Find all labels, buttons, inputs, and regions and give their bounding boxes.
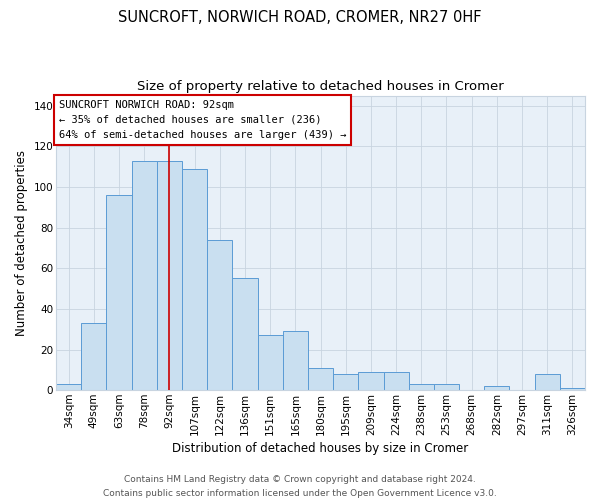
Bar xyxy=(358,372,383,390)
Text: SUNCROFT, NORWICH ROAD, CROMER, NR27 0HF: SUNCROFT, NORWICH ROAD, CROMER, NR27 0HF xyxy=(118,10,482,25)
Bar xyxy=(257,336,283,390)
Bar xyxy=(484,386,509,390)
Bar xyxy=(409,384,434,390)
Text: SUNCROFT NORWICH ROAD: 92sqm
← 35% of detached houses are smaller (236)
64% of s: SUNCROFT NORWICH ROAD: 92sqm ← 35% of de… xyxy=(59,100,346,140)
Bar xyxy=(182,168,207,390)
Bar xyxy=(207,240,232,390)
Bar xyxy=(308,368,333,390)
Bar xyxy=(106,195,131,390)
Bar xyxy=(157,160,182,390)
Y-axis label: Number of detached properties: Number of detached properties xyxy=(15,150,28,336)
Bar xyxy=(535,374,560,390)
X-axis label: Distribution of detached houses by size in Cromer: Distribution of detached houses by size … xyxy=(172,442,469,455)
Bar xyxy=(434,384,459,390)
Bar xyxy=(56,384,81,390)
Title: Size of property relative to detached houses in Cromer: Size of property relative to detached ho… xyxy=(137,80,504,93)
Bar xyxy=(81,323,106,390)
Text: Contains HM Land Registry data © Crown copyright and database right 2024.
Contai: Contains HM Land Registry data © Crown c… xyxy=(103,476,497,498)
Bar xyxy=(232,278,257,390)
Bar xyxy=(333,374,358,390)
Bar xyxy=(383,372,409,390)
Bar xyxy=(283,331,308,390)
Bar xyxy=(560,388,585,390)
Bar xyxy=(131,160,157,390)
